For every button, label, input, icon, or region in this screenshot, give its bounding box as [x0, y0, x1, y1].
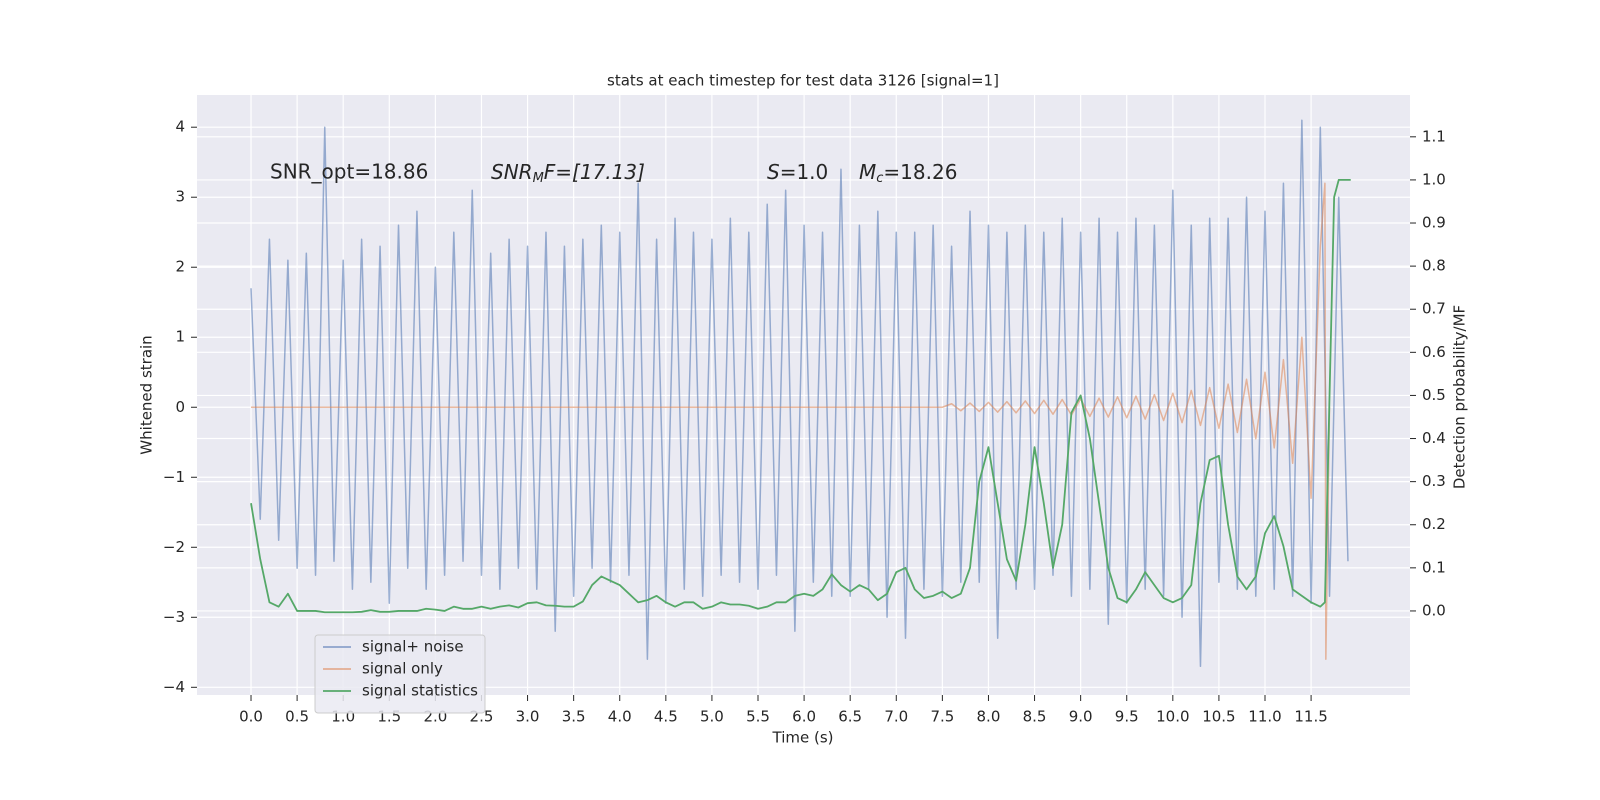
y-axis-label: Whitened strain: [138, 335, 156, 454]
x-tick-label: 6.0: [792, 708, 816, 726]
x-tick-label: 6.5: [838, 708, 862, 726]
y2-tick-label: 0.9: [1422, 214, 1446, 232]
x-tick-label: 0.0: [239, 708, 263, 726]
x-tick-label: 10.5: [1202, 708, 1235, 726]
series-line: [250, 179, 1351, 614]
y-tick-label: −2: [163, 538, 185, 556]
annotation-part: =18.26: [883, 160, 957, 184]
y2-tick-label: 0.0: [1422, 601, 1446, 619]
x-axis-label: Time (s): [772, 729, 834, 747]
ticks: 0.0 0.5 1.0 1.5 2.0 2.5 3.0 3.5 4.0 4.5 5.0 5.5 6.0 6…: [163, 118, 1446, 726]
x-tick-label: 4.5: [654, 708, 678, 726]
y-tick-label: 2: [175, 258, 185, 276]
y2-tick-label: 0.5: [1422, 386, 1446, 404]
legend-label: signal+ noise: [362, 638, 464, 656]
annotation-part: M: [859, 160, 876, 184]
x-tick-label: 5.0: [700, 708, 724, 726]
y2-tick-label: 1.0: [1422, 170, 1446, 188]
annotation: Mc=18.26: [859, 160, 957, 186]
legend-box: [314, 634, 486, 714]
x-tick-label: 7.5: [930, 708, 954, 726]
x-tick-label: 9.0: [1069, 708, 1093, 726]
y2-tick-label: 0.8: [1422, 257, 1446, 275]
x-tick-label: 9.5: [1115, 708, 1139, 726]
y-tick-label: −3: [163, 608, 185, 626]
x-tick-label: 4.0: [608, 708, 632, 726]
annotation: S=1.0: [767, 160, 828, 184]
y2-axis-label: Detection probability/MF: [1451, 305, 1469, 489]
x-tick-label: 8.0: [977, 708, 1001, 726]
annotation-sub: M: [533, 171, 544, 186]
x-tick-label: 11.0: [1248, 708, 1281, 726]
annotation-sub: c: [876, 171, 883, 186]
annotation: SNRMF=[17.13]: [491, 160, 645, 186]
y-tick-label: −1: [163, 468, 185, 486]
annotation-part: F=[17.13]: [544, 160, 645, 184]
x-tick-label: 0.5: [285, 708, 309, 726]
x-tick-label: 11.5: [1294, 708, 1327, 726]
y-tick-label: 1: [175, 328, 185, 346]
annotation-part: S: [767, 160, 780, 184]
series-line: [250, 119, 1349, 668]
series-lines: [250, 119, 1351, 668]
x-tick-label: 5.5: [746, 708, 770, 726]
y-tick-label: 0: [175, 398, 185, 416]
series-line: [251, 182, 1331, 661]
legend: signal+ noise signal only signal statistic…: [314, 634, 486, 714]
x-tick-label: 8.5: [1023, 708, 1047, 726]
y2-tick-label: 0.4: [1422, 429, 1446, 447]
y2-tick-label: 0.7: [1422, 300, 1446, 318]
x-tick-label: 10.0: [1156, 708, 1189, 726]
y2-tick-label: 0.2: [1422, 515, 1446, 533]
y2-tick-label: 0.3: [1422, 472, 1446, 490]
y-tick-label: −4: [163, 678, 185, 696]
annotation: SNR_opt=18.86: [270, 160, 428, 184]
annotation-part: SNR: [491, 160, 533, 184]
x-tick-label: 3.0: [516, 708, 540, 726]
y-tick-label: 3: [175, 188, 185, 206]
y-tick-label: 4: [175, 118, 185, 136]
y2-tick-label: 0.1: [1422, 558, 1446, 576]
x-tick-label: 7.0: [884, 708, 908, 726]
y2-tick-label: 0.6: [1422, 343, 1446, 361]
chart-title: stats at each timestep for test data 312…: [607, 72, 999, 90]
annotation-part: =1.0: [780, 160, 829, 184]
y2-tick-label: 1.1: [1422, 127, 1446, 145]
legend-label: signal only: [362, 660, 443, 678]
x-tick-label: 3.5: [562, 708, 586, 726]
legend-label: signal statistics: [362, 682, 478, 700]
